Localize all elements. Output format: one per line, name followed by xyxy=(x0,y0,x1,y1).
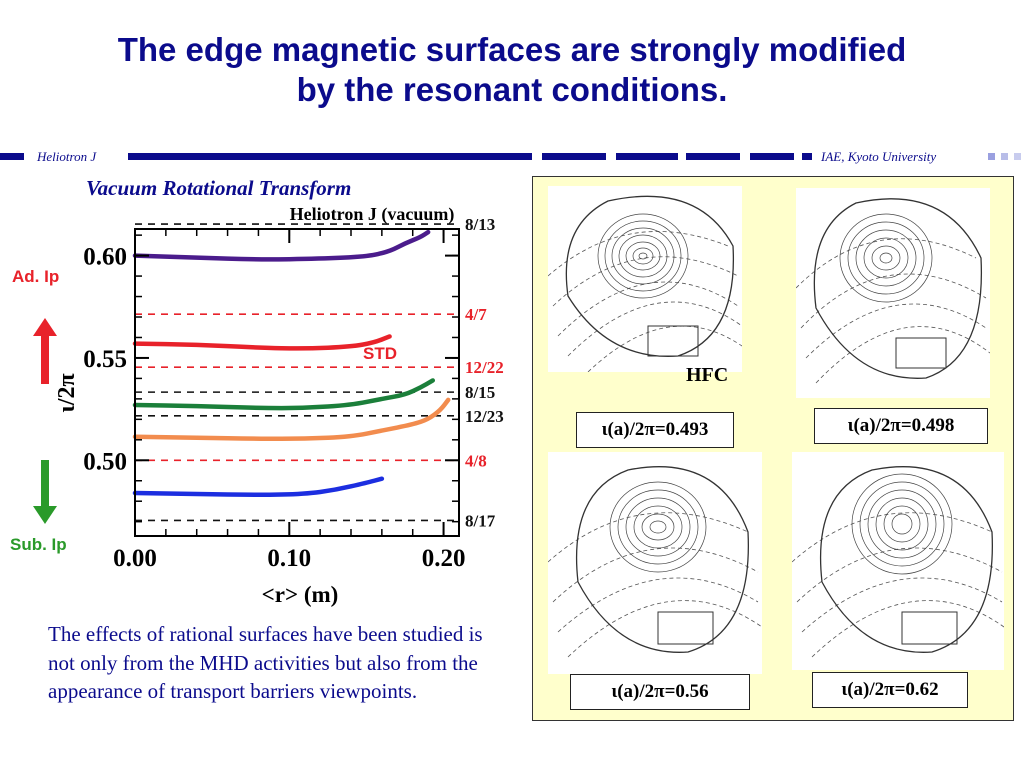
ad-ip-label: Ad. Ip xyxy=(12,267,60,286)
reference-label-1: 4/7 xyxy=(465,305,487,324)
reference-label-4: 12/23 xyxy=(465,407,504,426)
caption-plot-3: ι(a)/2π=0.56 xyxy=(570,674,750,710)
title-line-2: by the resonant conditions. xyxy=(296,71,728,108)
series-line-1 xyxy=(132,334,392,351)
slide-title: The edge magnetic surfaces are strongly … xyxy=(0,30,1024,110)
poincare-plot-3 xyxy=(547,452,763,674)
x-axis-label: <r> (m) xyxy=(262,582,339,607)
x-tick-label-2: 0.20 xyxy=(422,545,466,572)
hfc-label: HFC xyxy=(686,364,729,386)
poincare-plot-1 xyxy=(547,186,743,373)
poincare-plot-2 xyxy=(795,188,991,398)
chart-title: Heliotron J (vacuum) xyxy=(290,204,455,225)
reference-label-0: 8/13 xyxy=(465,215,495,234)
series-line-0 xyxy=(132,229,431,262)
reference-label-5: 4/8 xyxy=(465,451,487,470)
x-tick-label-1: 0.10 xyxy=(267,545,311,572)
reference-label-3: 8/15 xyxy=(465,383,495,402)
reference-label-6: 8/17 xyxy=(465,511,496,530)
rotational-transform-chart: 8/13 4/7 12/22 8/15 12/23 4/8 8/17 0.50 0.55 0.6… xyxy=(54,204,504,607)
series-line-2 xyxy=(132,378,436,411)
chart-subtitle: Vacuum Rotational Transform xyxy=(86,176,352,200)
y-tick-label-1: 0.55 xyxy=(83,346,127,373)
caption-plot-1: ι(a)/2π=0.493 xyxy=(576,412,734,448)
down-arrow-icon xyxy=(33,460,57,524)
footer-left-label: Heliotron J xyxy=(34,149,100,165)
x-tick-label-0: 0.00 xyxy=(113,545,157,572)
sub-ip-label: Sub. Ip xyxy=(10,535,67,554)
poincare-plot-4 xyxy=(791,452,1005,670)
body-paragraph: The effects of rational surfaces have be… xyxy=(48,622,483,703)
series-line-4 xyxy=(132,476,385,498)
caption-plot-2: ι(a)/2π=0.498 xyxy=(814,408,988,444)
up-arrow-icon xyxy=(33,318,57,384)
title-line-1: The edge magnetic surfaces are strongly … xyxy=(117,31,907,68)
reference-label-2: 12/22 xyxy=(465,358,504,377)
y-axis-label: ι/2π xyxy=(54,373,80,412)
footer-right-label: IAE, Kyoto University xyxy=(818,149,940,165)
series-line-3 xyxy=(132,397,451,442)
y-tick-label-0: 0.50 xyxy=(83,448,127,475)
caption-plot-4: ι(a)/2π=0.62 xyxy=(812,672,968,708)
header-band xyxy=(0,153,1021,160)
std-label: STD xyxy=(363,344,397,363)
y-tick-label-2: 0.60 xyxy=(83,244,127,271)
